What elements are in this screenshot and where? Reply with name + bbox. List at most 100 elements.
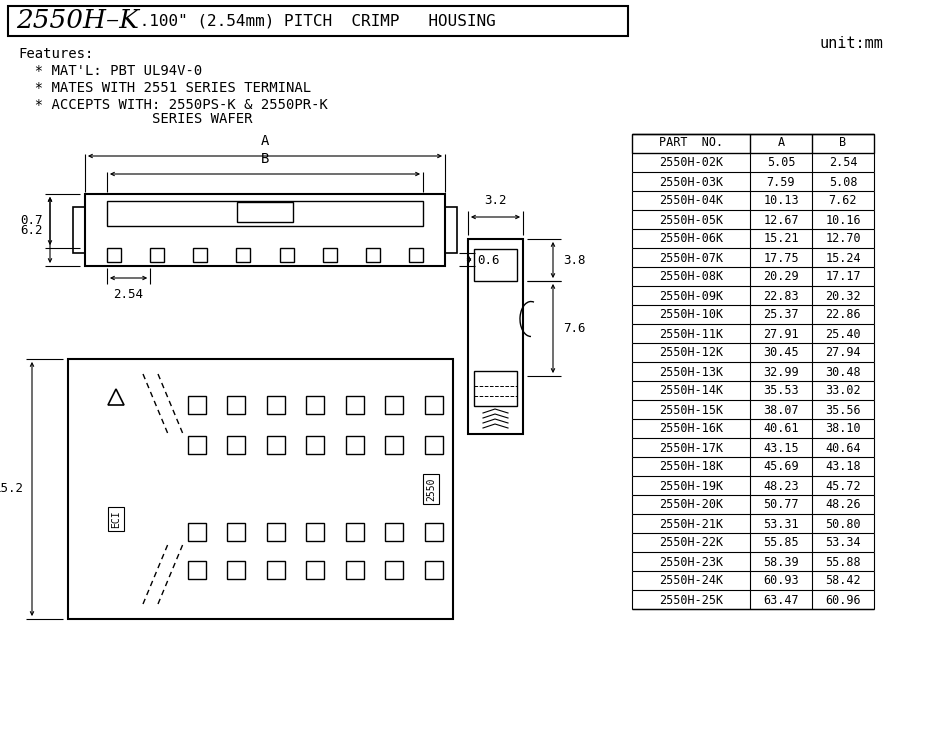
Text: 2.54: 2.54: [828, 156, 857, 170]
Bar: [307, 523, 325, 541]
Bar: [194, 248, 207, 262]
Bar: [228, 523, 246, 541]
Text: 2.54: 2.54: [113, 288, 143, 301]
Text: 53.31: 53.31: [763, 518, 799, 530]
Text: 33.02: 33.02: [826, 385, 861, 397]
Text: 3.8: 3.8: [563, 254, 586, 266]
Bar: [385, 396, 403, 414]
Bar: [307, 561, 325, 579]
Text: 15.21: 15.21: [763, 232, 799, 246]
Text: 55.85: 55.85: [763, 536, 799, 550]
Text: 0.6: 0.6: [477, 254, 499, 266]
Bar: [236, 248, 251, 262]
Bar: [107, 201, 423, 226]
Text: 2550H-17K: 2550H-17K: [659, 441, 723, 455]
Text: 10.16: 10.16: [826, 214, 861, 226]
Text: 2550H-23K: 2550H-23K: [659, 556, 723, 568]
Text: 2550H-12K: 2550H-12K: [659, 347, 723, 359]
Text: 40.61: 40.61: [763, 423, 799, 435]
Text: 7.6: 7.6: [563, 322, 586, 336]
Text: 2550H-16K: 2550H-16K: [659, 423, 723, 435]
Text: 2550H-09K: 2550H-09K: [659, 289, 723, 303]
Text: 2550H-21K: 2550H-21K: [659, 518, 723, 530]
Text: ECI: ECI: [111, 510, 121, 527]
Text: 2550H-11K: 2550H-11K: [659, 327, 723, 341]
Bar: [346, 436, 364, 454]
Text: 2550H-10K: 2550H-10K: [659, 309, 723, 321]
Bar: [632, 134, 874, 153]
Bar: [85, 194, 445, 266]
Text: 50.80: 50.80: [826, 518, 861, 530]
Text: 25.37: 25.37: [763, 309, 799, 321]
Text: 3.2: 3.2: [484, 194, 506, 207]
Bar: [188, 523, 206, 541]
Text: 7.59: 7.59: [767, 176, 795, 188]
Bar: [385, 561, 403, 579]
Text: 58.39: 58.39: [763, 556, 799, 568]
Bar: [188, 561, 206, 579]
Text: B: B: [840, 136, 847, 150]
Bar: [385, 436, 403, 454]
Bar: [323, 248, 337, 262]
Bar: [280, 248, 293, 262]
Bar: [267, 396, 285, 414]
Bar: [425, 396, 443, 414]
Text: B: B: [261, 152, 270, 166]
Text: 27.91: 27.91: [763, 327, 799, 341]
Bar: [425, 561, 443, 579]
Text: 63.47: 63.47: [763, 594, 799, 606]
Text: 17.17: 17.17: [826, 271, 861, 283]
Bar: [267, 436, 285, 454]
Text: 40.64: 40.64: [826, 441, 861, 455]
Text: unit:mm: unit:mm: [820, 36, 884, 51]
Bar: [8, 6, 628, 36]
Text: 43.18: 43.18: [826, 461, 861, 473]
Text: 17.75: 17.75: [763, 251, 799, 265]
Text: 12.67: 12.67: [763, 214, 799, 226]
Text: 5.08: 5.08: [828, 176, 857, 188]
Text: * ACCEPTS WITH: 2550PS-K & 2550PR-K: * ACCEPTS WITH: 2550PS-K & 2550PR-K: [18, 98, 327, 112]
Text: 22.83: 22.83: [763, 289, 799, 303]
Text: 2550H-03K: 2550H-03K: [659, 176, 723, 188]
Text: 6.2: 6.2: [21, 223, 43, 237]
Text: * MATES WITH 2551 SERIES TERMINAL: * MATES WITH 2551 SERIES TERMINAL: [18, 81, 311, 95]
Bar: [307, 436, 325, 454]
Text: 48.26: 48.26: [826, 498, 861, 512]
Bar: [366, 248, 380, 262]
Text: 48.23: 48.23: [763, 479, 799, 493]
Bar: [474, 249, 517, 281]
Bar: [425, 436, 443, 454]
Text: SERIES WAFER: SERIES WAFER: [18, 112, 252, 126]
Text: 60.93: 60.93: [763, 574, 799, 588]
Text: 2550H-04K: 2550H-04K: [659, 194, 723, 208]
Text: 10.13: 10.13: [763, 194, 799, 208]
Bar: [267, 523, 285, 541]
Text: 2550H-05K: 2550H-05K: [659, 214, 723, 226]
Bar: [346, 561, 364, 579]
Text: 30.45: 30.45: [763, 347, 799, 359]
Text: Features:: Features:: [18, 47, 93, 61]
Text: 27.94: 27.94: [826, 347, 861, 359]
Bar: [188, 436, 206, 454]
Bar: [445, 207, 457, 253]
Text: 2550H-15K: 2550H-15K: [659, 403, 723, 417]
Text: * MAT'L: PBT UL94V-0: * MAT'L: PBT UL94V-0: [18, 64, 202, 78]
Text: 2550H-07K: 2550H-07K: [659, 251, 723, 265]
Text: 12.70: 12.70: [826, 232, 861, 246]
Text: .100" (2.54mm) PITCH  CRIMP   HOUSING: .100" (2.54mm) PITCH CRIMP HOUSING: [130, 13, 495, 28]
Text: 2550H-25K: 2550H-25K: [659, 594, 723, 606]
Text: 7.62: 7.62: [828, 194, 857, 208]
Bar: [468, 239, 523, 434]
Bar: [188, 396, 206, 414]
Text: A: A: [777, 136, 785, 150]
Text: A: A: [261, 134, 270, 148]
Text: 15.24: 15.24: [826, 251, 861, 265]
Bar: [346, 396, 364, 414]
Bar: [107, 248, 121, 262]
Text: 20.29: 20.29: [763, 271, 799, 283]
Bar: [385, 523, 403, 541]
Text: 2550H-08K: 2550H-08K: [659, 271, 723, 283]
Text: 2550H-22K: 2550H-22K: [659, 536, 723, 550]
Text: 2550H-06K: 2550H-06K: [659, 232, 723, 246]
Bar: [409, 248, 423, 262]
